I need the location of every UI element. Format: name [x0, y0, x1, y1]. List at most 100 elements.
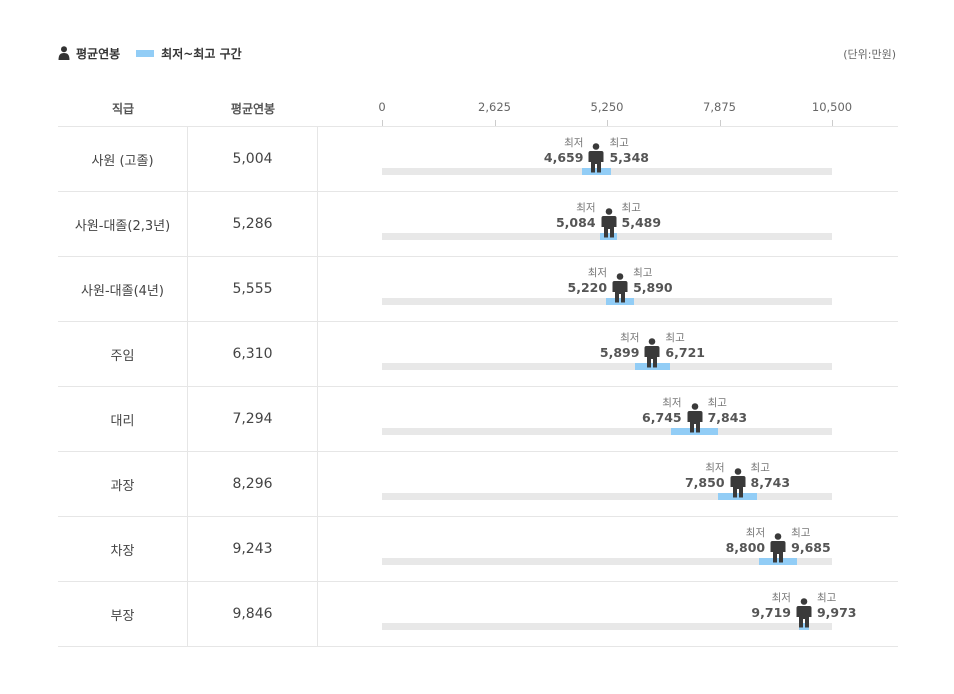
grade-cell: 부장	[58, 582, 188, 646]
max-caption: 최고	[816, 592, 837, 604]
axis-tick-mark	[382, 120, 383, 126]
min-value: 6,745	[642, 410, 682, 425]
min-caption: 최저	[576, 202, 596, 214]
range-bar	[798, 623, 810, 630]
grade-cell: 주임	[58, 322, 188, 386]
avg-marker-person-icon	[612, 273, 628, 303]
range-bar	[759, 558, 798, 565]
range-bar	[599, 233, 618, 240]
avg-marker-person-icon	[687, 403, 703, 433]
axis-tick-label: 10,500	[811, 100, 853, 114]
min-label: 최저 5,220	[568, 266, 608, 296]
range-bar	[671, 428, 719, 435]
avg-salary-cell: 9,846	[188, 582, 318, 646]
min-label: 최저 6,745	[642, 396, 682, 426]
grade-cell: 차장	[58, 517, 188, 581]
max-label: 최고 5,489	[622, 201, 662, 231]
table-row: 부장 9,846 최저 9,719 최고 9,973	[58, 582, 898, 647]
range-track	[382, 428, 832, 435]
grade-cell: 사원-대졸(2,3년)	[58, 192, 188, 256]
table-row: 사원 (고졸) 5,004 최저 4,659 최고 5,348	[58, 127, 898, 192]
table-row: 대리 7,294 최저 6,745 최고 7,843	[58, 387, 898, 452]
max-caption: 최고	[621, 202, 641, 214]
max-label: 최고 5,348	[609, 136, 649, 166]
max-caption: 최고	[750, 462, 770, 474]
avg-salary-cell: 6,310	[188, 322, 318, 386]
header-avg: 평균연봉	[230, 102, 276, 116]
avg-marker-person-icon	[796, 598, 812, 628]
table-row: 주임 6,310 최저 5,899 최고 6,721	[58, 322, 898, 387]
avg-salary-cell: 5,286	[188, 192, 318, 256]
min-label: 최저 5,899	[600, 331, 640, 361]
axis-tick-label: 2,625	[478, 100, 511, 114]
max-label: 최고 5,890	[633, 266, 673, 296]
min-caption: 최저	[705, 462, 725, 474]
min-value: 4,659	[543, 150, 584, 165]
min-caption: 최저	[662, 397, 682, 409]
range-track	[382, 493, 832, 500]
min-label: 최저 8,800	[726, 526, 766, 556]
max-value: 5,890	[633, 280, 673, 295]
axis-tick-label: 5,250	[590, 100, 624, 114]
grade-cell: 과장	[58, 452, 188, 516]
axis-tick-mark	[719, 120, 721, 126]
min-caption: 최저	[745, 527, 766, 539]
range-bar	[605, 298, 635, 305]
max-caption: 최고	[609, 137, 629, 149]
avg-salary-cell: 7,294	[188, 387, 318, 451]
grade-cell: 대리	[58, 387, 188, 451]
avg-marker-person-icon	[601, 208, 617, 238]
range-bar	[634, 363, 671, 370]
min-label: 최저 9,719	[751, 591, 791, 621]
min-caption: 최저	[587, 267, 608, 279]
min-value: 5,084	[555, 215, 596, 230]
range-track	[382, 363, 832, 370]
table-row: 차장 9,243 최저 8,800 최고 9,685	[58, 517, 898, 582]
range-bar	[581, 168, 612, 175]
min-caption: 최저	[771, 592, 791, 604]
min-caption: 최저	[620, 332, 640, 344]
max-value: 9,973	[816, 605, 857, 620]
avg-marker-person-icon	[644, 338, 660, 368]
axis-tick-label: 0	[378, 100, 386, 114]
table-row: 사원-대졸(4년) 5,555 최저 5,220 최고 5,890	[58, 257, 898, 322]
max-value: 5,489	[621, 215, 662, 230]
table-row: 사원-대졸(2,3년) 5,286 최저 5,084 최고 5,489	[58, 192, 898, 257]
min-value: 7,850	[684, 475, 725, 490]
person-icon	[58, 46, 70, 60]
chart-legend: 평균연봉 최저~최고 구간	[58, 44, 242, 62]
avg-salary-cell: 5,004	[188, 127, 318, 191]
max-value: 7,843	[707, 410, 748, 425]
max-caption: 최고	[633, 267, 653, 279]
min-caption: 최저	[564, 137, 584, 149]
axis-tick-mark	[607, 120, 608, 126]
min-label: 최저 5,084	[556, 201, 596, 231]
avg-marker-person-icon	[770, 533, 786, 563]
avg-salary-cell: 8,296	[188, 452, 318, 516]
header-grade: 직급	[111, 102, 135, 116]
chart-rows: 사원 (고졸) 5,004 최저 4,659 최고 5,348 사원-대졸(2,3년) 5,2…	[58, 127, 898, 647]
min-value: 8,800	[725, 540, 766, 555]
min-value: 5,220	[567, 280, 608, 295]
max-value: 5,348	[609, 150, 649, 165]
max-caption: 최고	[791, 527, 811, 539]
max-label: 최고 6,721	[665, 331, 705, 361]
axis-tick-label: 7,875	[703, 100, 736, 114]
max-label: 최고 8,743	[751, 461, 791, 491]
max-value: 9,685	[791, 540, 831, 555]
table-header: 직급 평균연봉 0 2,625 5,250 7,875 10,500	[58, 98, 898, 127]
unit-label: (단위:만원)	[843, 48, 896, 61]
range-bar	[718, 493, 757, 500]
table-row: 과장 8,296 최저 7,850 최고 8,743	[58, 452, 898, 517]
min-label: 최저 7,850	[685, 461, 725, 491]
avg-salary-cell: 9,243	[188, 517, 318, 581]
axis-tick-mark	[494, 120, 496, 126]
min-label: 최저 4,659	[544, 136, 584, 166]
legend-range-label: 최저~최고 구간	[161, 46, 242, 61]
grade-cell: 사원-대졸(4년)	[58, 257, 188, 321]
min-value: 5,899	[599, 345, 640, 360]
max-caption: 최고	[707, 397, 727, 409]
avg-marker-person-icon	[730, 468, 746, 498]
max-value: 8,743	[750, 475, 791, 490]
max-caption: 최고	[665, 332, 685, 344]
